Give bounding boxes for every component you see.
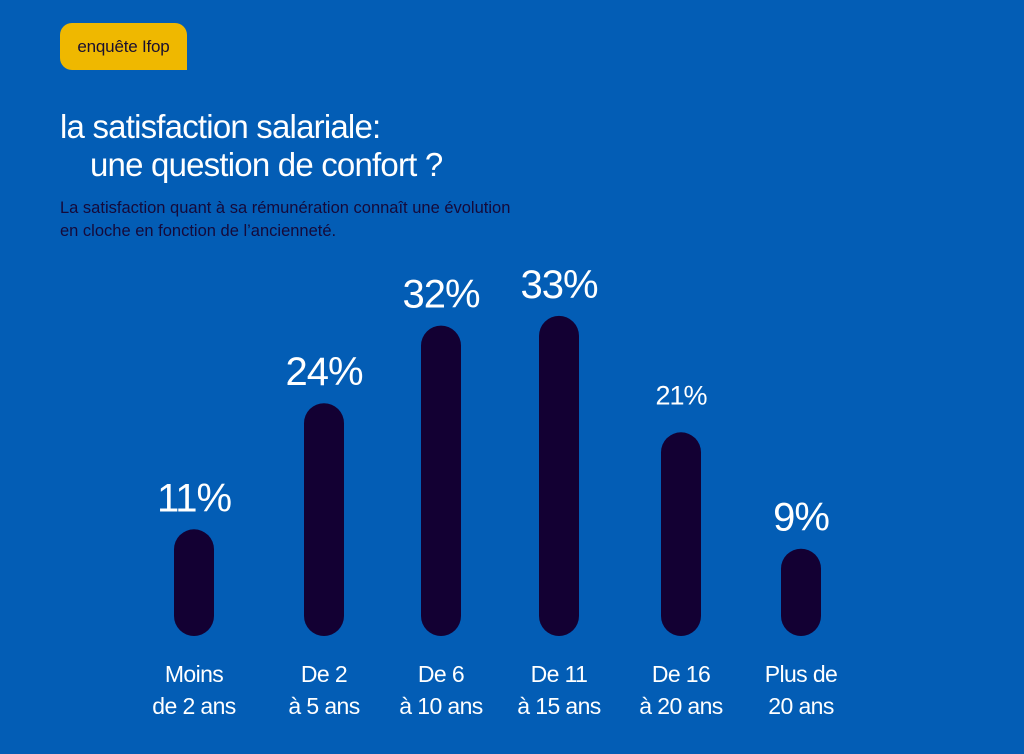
value-label-4: 21% bbox=[655, 380, 707, 410]
bar-1 bbox=[304, 403, 344, 636]
category-label-5-line-1: 20 ans bbox=[768, 693, 834, 719]
bar-4 bbox=[661, 432, 701, 636]
title-line-1: la satisfaction salariale: bbox=[60, 108, 381, 145]
subtitle-line-2: en cloche en fonction de l’ancienneté. bbox=[60, 222, 337, 240]
value-labels-group: 11% 24% 32% 33% 21% 9% bbox=[157, 263, 830, 540]
subtitle: La satisfaction quant à sa rémunération … bbox=[60, 197, 510, 243]
title-line-2: une question de confort ? bbox=[90, 146, 443, 183]
bar-5 bbox=[781, 548, 821, 636]
category-label-0-line-0: Moins bbox=[165, 661, 223, 687]
category-label-1-line-1: à 5 ans bbox=[288, 693, 359, 719]
page-title: la satisfaction salariale: une question … bbox=[60, 108, 443, 184]
category-label-3-line-1: à 15 ans bbox=[517, 693, 601, 719]
category-label-4-line-0: De 16 bbox=[652, 661, 710, 687]
category-labels-group: Moins de 2 ans De 2 à 5 ans De 6 à 10 ans De 1… bbox=[152, 661, 838, 719]
survey-badge: enquête Ifop bbox=[60, 23, 187, 70]
category-label-2-line-0: De 6 bbox=[418, 661, 464, 687]
subtitle-line-1: La satisfaction quant à sa rémunération … bbox=[60, 199, 511, 217]
survey-badge-label: enquête Ifop bbox=[77, 36, 170, 56]
category-label-3-line-0: De 11 bbox=[531, 661, 588, 687]
bar-2 bbox=[421, 325, 461, 636]
bar-0 bbox=[174, 529, 214, 636]
value-label-3: 33% bbox=[520, 263, 597, 307]
category-label-0-line-1: de 2 ans bbox=[152, 693, 236, 719]
value-label-1: 24% bbox=[285, 350, 362, 394]
bar-3 bbox=[539, 315, 579, 636]
category-label-4-line-1: à 20 ans bbox=[639, 693, 723, 719]
category-label-1-line-0: De 2 bbox=[301, 661, 347, 687]
value-label-2: 32% bbox=[402, 273, 479, 317]
value-label-5: 9% bbox=[773, 496, 829, 540]
category-label-5-line-0: Plus de bbox=[765, 661, 838, 687]
bars-group bbox=[174, 315, 821, 636]
value-label-0: 11% bbox=[157, 476, 232, 520]
category-label-2-line-1: à 10 ans bbox=[399, 693, 483, 719]
